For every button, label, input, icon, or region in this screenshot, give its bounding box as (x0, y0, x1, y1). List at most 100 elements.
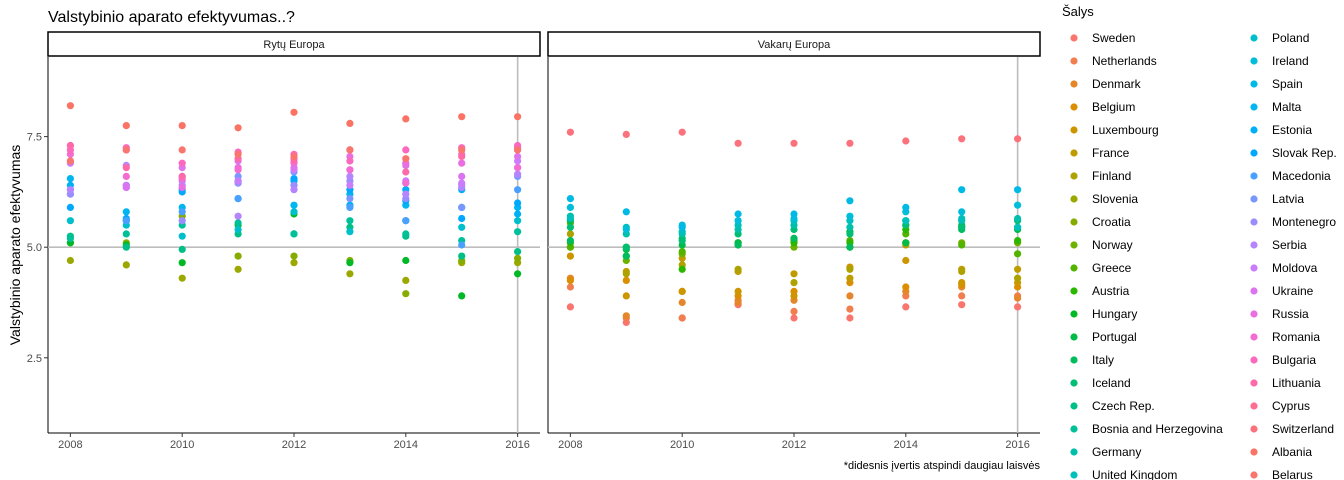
legend-key-malta (1250, 103, 1258, 111)
point-ireland-2015 (958, 208, 966, 216)
point-italy-2011 (734, 241, 742, 249)
point-macedonia-2014 (402, 217, 410, 225)
point-finland-2011 (734, 265, 742, 273)
strip-label-vakaru-europa: Vakarų Europa (758, 39, 831, 51)
point-slovak-rep-2008 (66, 203, 74, 211)
point-albania-2012 (290, 108, 298, 116)
point-ireland-2016 (1014, 201, 1022, 209)
legend-label-ireland: Ireland (1272, 54, 1309, 68)
point-sweden-2015 (958, 301, 966, 309)
point-finland-2012 (790, 279, 798, 287)
point-greece-2010 (678, 248, 686, 256)
point-serbia-2013 (346, 172, 354, 180)
legend-key-portugal (1070, 333, 1078, 341)
legend-key-albania (1250, 448, 1258, 456)
legend-key-ukraine (1250, 287, 1258, 295)
point-macedonia-2011 (234, 195, 242, 203)
legend: Šalys Sweden Netherlands Denmark Belgium Lux… (1062, 4, 1337, 480)
point-russia-2010 (178, 183, 186, 192)
point-montenegro-2010 (178, 217, 186, 225)
legend-key-bulgaria (1250, 356, 1258, 364)
legend-label-spain: Spain (1272, 77, 1303, 91)
point-latvia-2015 (458, 203, 466, 211)
legend-key-poland (1250, 34, 1258, 42)
point-czech-rep-2015 (458, 252, 466, 260)
point-albania-2014 (402, 115, 410, 123)
point-bosnia-and-herzegovina-2016 (514, 228, 522, 236)
point-bulgaria-2010 (178, 159, 186, 167)
point-denmark-2011 (734, 298, 742, 307)
legend-key-ireland (1250, 57, 1258, 65)
legend-key-spain (1250, 80, 1258, 88)
legend-key-luxembourg (1070, 126, 1078, 134)
point-slovenia-2013 (346, 270, 354, 278)
point-macedonia-2015 (458, 241, 466, 249)
point-slovenia-2012 (290, 259, 298, 267)
point-romania-2016 (514, 164, 522, 172)
y-axis-title: Valstybinio aparato efektyvumas (7, 145, 23, 346)
point-croatia-2012 (290, 252, 298, 260)
point-finland-2015 (958, 267, 966, 276)
point-sweden-2014 (902, 303, 910, 311)
point-poland-2008 (66, 217, 74, 225)
legend-label-finland: Finland (1092, 169, 1131, 183)
point-romania-2009 (122, 172, 130, 180)
point-albania-2008 (66, 102, 74, 110)
point-switzerland-2013 (846, 139, 854, 147)
legend-label-russia: Russia (1272, 307, 1309, 321)
point-ukraine-2009 (122, 183, 130, 192)
x-tick-label-2012: 2012 (782, 439, 806, 451)
point-hungary-2013 (346, 259, 354, 267)
point-denmark-2009 (622, 312, 630, 320)
point-spain-2016 (1014, 186, 1022, 194)
point-spain-2009 (622, 208, 630, 216)
point-malta-2009 (122, 208, 130, 216)
point-switzerland-2012 (790, 139, 798, 147)
point-luxembourg-2008 (566, 252, 575, 260)
point-austria-2010 (678, 265, 686, 273)
point-ireland-2011 (734, 217, 742, 225)
point-slovak-rep-2015 (458, 214, 466, 223)
point-netherlands-2008 (566, 283, 575, 291)
point-netherlands-2013 (846, 305, 854, 313)
point-serbia-2012 (290, 186, 298, 194)
legend-key-latvia (1250, 195, 1258, 203)
y-tick-label: 5.0 (27, 242, 42, 254)
chart-title: Valstybinio aparato efektyvumas..? (48, 9, 295, 26)
x-tick-label-2016: 2016 (505, 439, 529, 451)
legend-key-netherlands (1070, 57, 1078, 65)
point-spain-2015 (958, 186, 966, 194)
point-bulgaria-2014 (402, 146, 410, 154)
point-bosnia-and-herzegovina-2013 (346, 217, 354, 225)
legend-label-belgium: Belgium (1092, 100, 1135, 114)
point-albania-2016 (514, 113, 522, 121)
x-tick-label-2010: 2010 (670, 439, 694, 451)
legend-label-united-kingdom: United Kingdom (1092, 468, 1177, 480)
point-romania-2011 (234, 166, 242, 174)
point-slovenia-2008 (66, 256, 74, 265)
point-slovak-rep-2016 (514, 199, 522, 207)
legend-label-malta: Malta (1272, 100, 1302, 114)
panel-vakaru-europa: Vakarų Europa (547, 31, 1041, 434)
legend-label-czech-rep: Czech Rep. (1092, 399, 1155, 413)
point-belarus-2012 (290, 152, 298, 161)
point-poland-2011 (234, 225, 242, 234)
legend-key-finland (1070, 172, 1078, 180)
point-finland-2016 (1014, 274, 1022, 282)
point-malta-2008 (66, 175, 74, 183)
legend-key-sweden (1070, 34, 1078, 42)
point-poland-2015 (458, 223, 466, 231)
point-hungary-2016 (514, 270, 522, 278)
point-greece-2016 (1014, 250, 1022, 258)
legend-key-belgium (1070, 103, 1078, 111)
point-netherlands-2015 (958, 292, 966, 300)
legend-label-albania: Albania (1272, 445, 1312, 459)
legend-key-serbia (1250, 241, 1258, 249)
point-albania-2013 (346, 119, 354, 127)
point-iceland-2008 (566, 223, 575, 231)
legend-label-lithuania: Lithuania (1272, 376, 1321, 390)
point-hungary-2010 (178, 259, 186, 267)
point-bosnia-and-herzegovina-2008 (66, 234, 74, 242)
point-czech-rep-2016 (514, 248, 522, 256)
legend-label-italy: Italy (1092, 353, 1114, 367)
